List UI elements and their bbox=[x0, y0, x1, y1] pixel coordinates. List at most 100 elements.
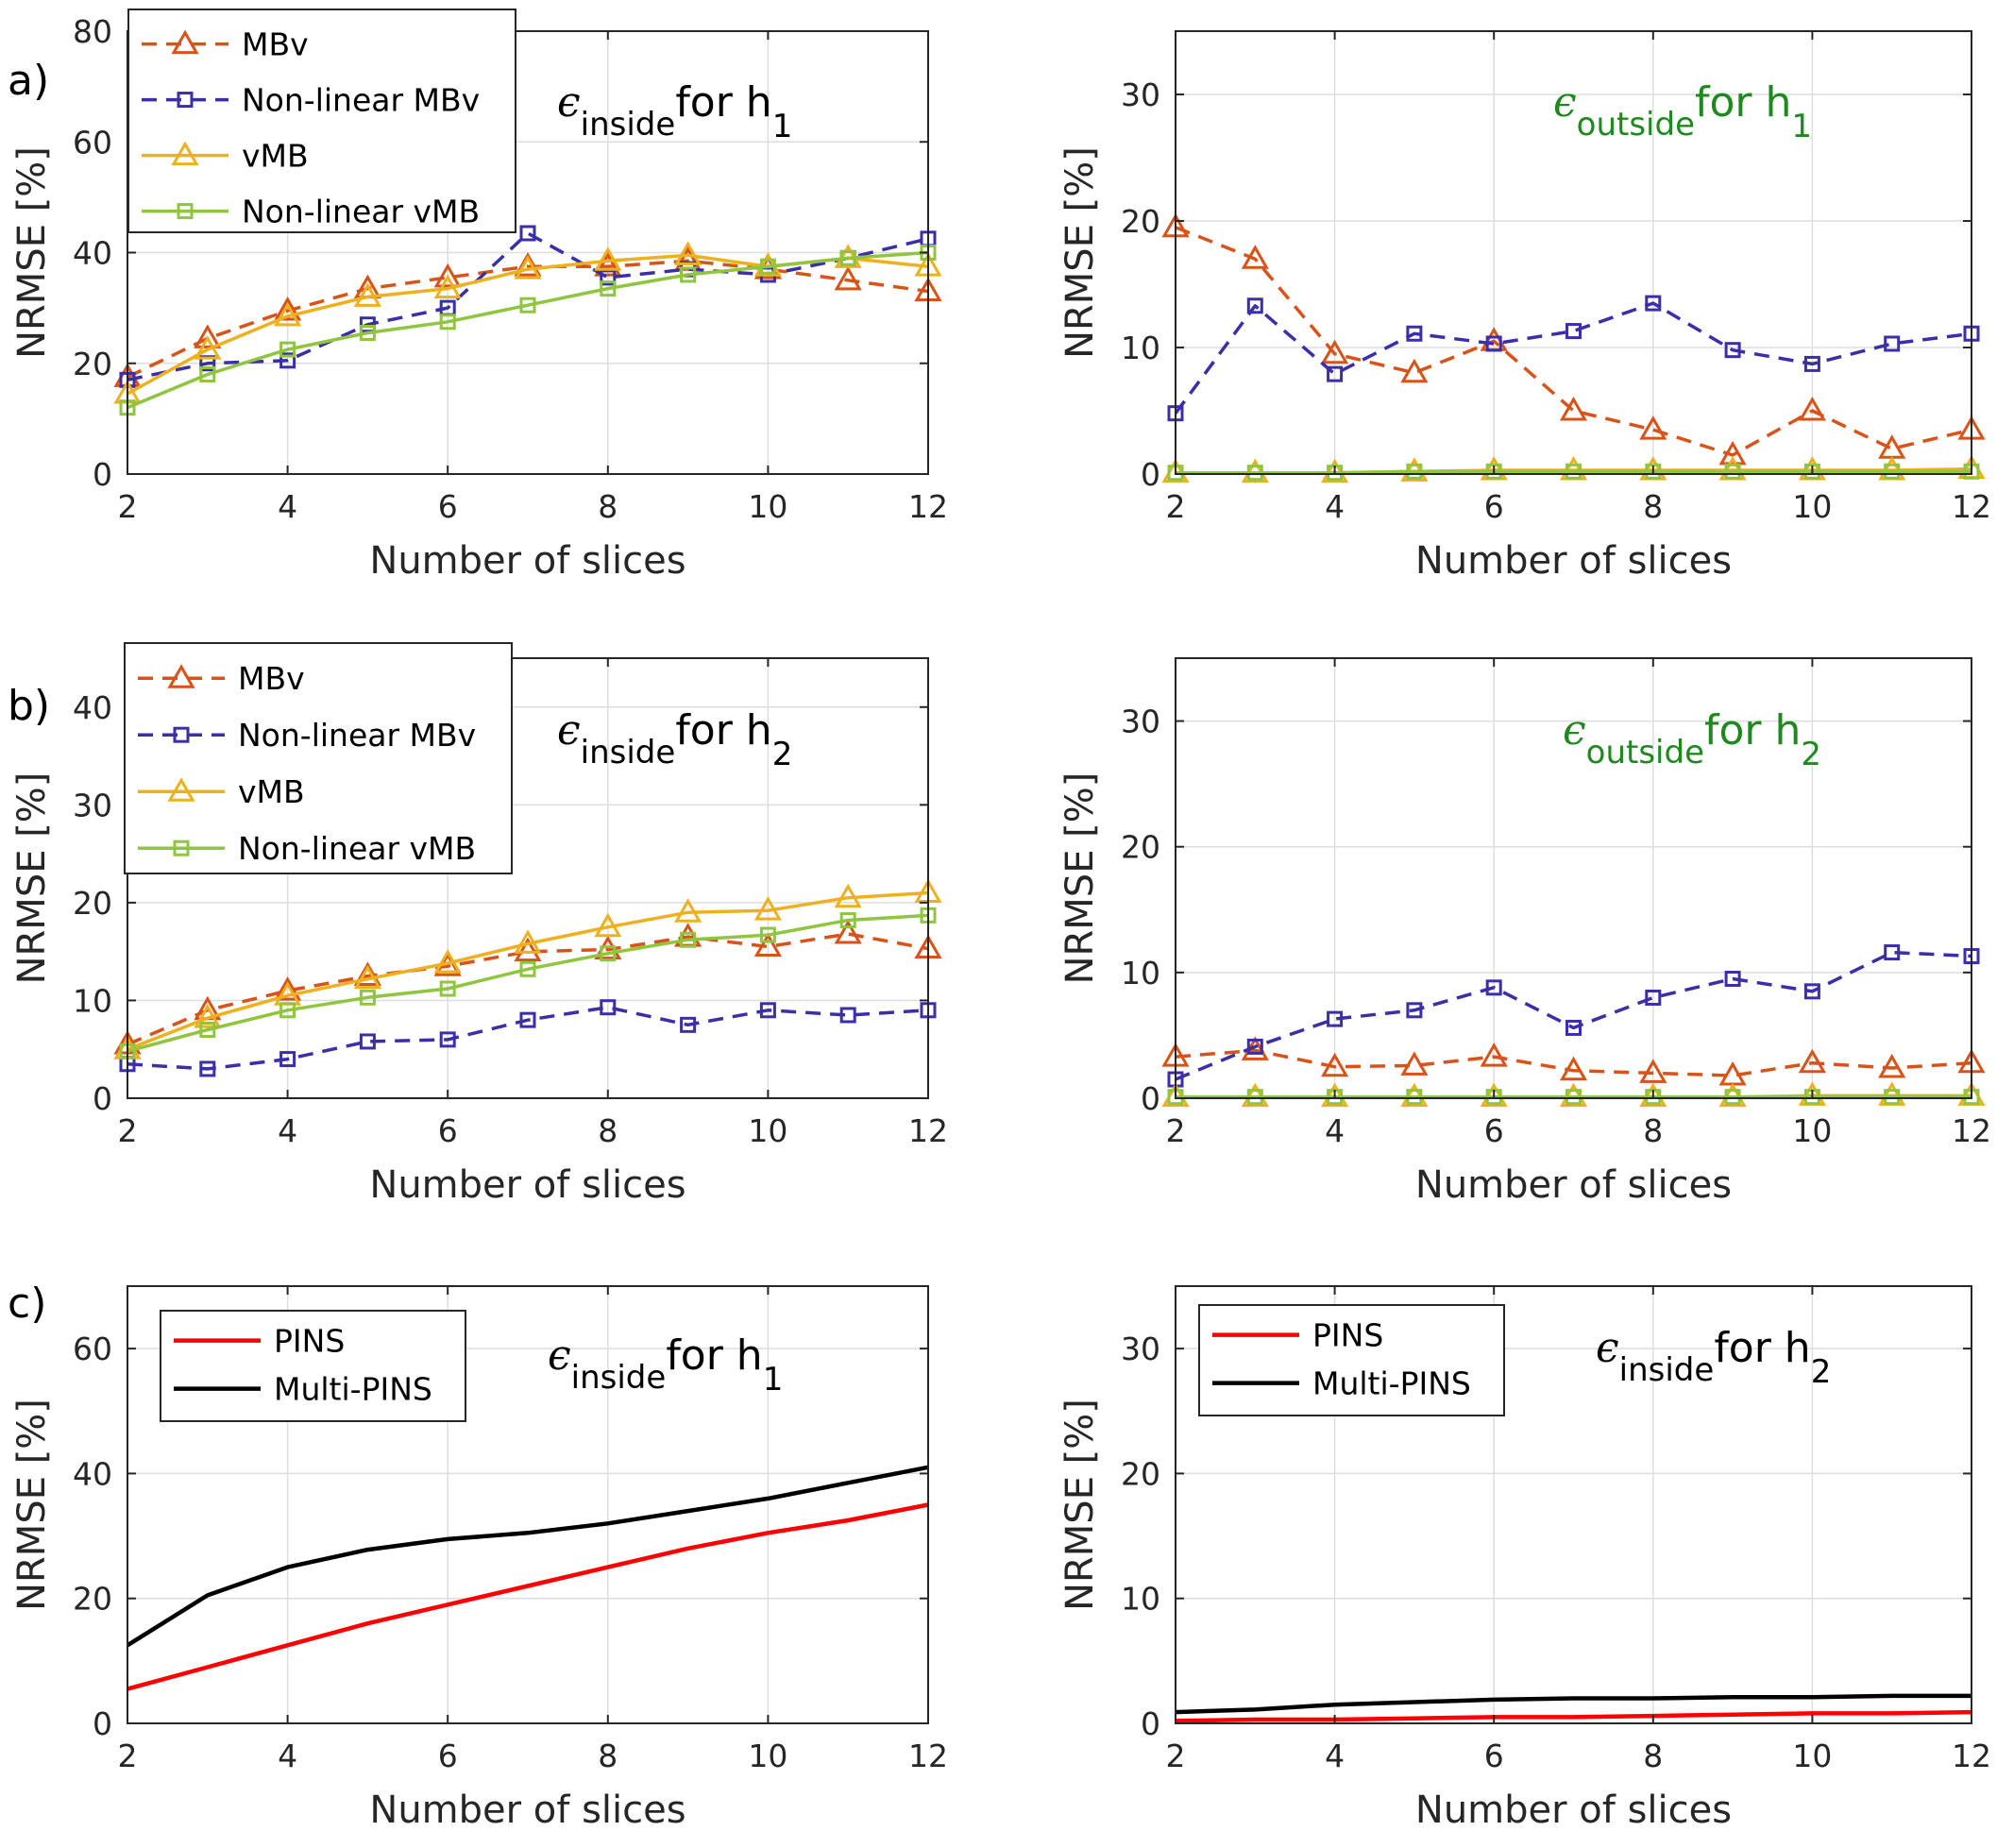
legend-label: vMB bbox=[242, 138, 309, 175]
data-point bbox=[834, 265, 862, 291]
data-point bbox=[834, 920, 862, 944]
legend-label: MBv bbox=[242, 26, 309, 63]
y-axis-label: NRMSE [%] bbox=[1058, 1399, 1102, 1611]
chart-panel-0: 2 4 6 8 10 12 0 20 40 60 80 Number of slices NRMSE [… bbox=[8, 8, 948, 583]
data-point bbox=[594, 252, 622, 277]
y-tick-label: 0 bbox=[93, 1080, 112, 1117]
data-point bbox=[753, 896, 782, 921]
y-tick-label: 0 bbox=[1141, 1705, 1160, 1742]
data-point bbox=[359, 316, 376, 333]
annotation-label: ϵinsidefor h2 bbox=[1596, 1324, 1831, 1391]
x-tick-label: 10 bbox=[748, 1738, 787, 1774]
data-point bbox=[1485, 979, 1502, 996]
data-point bbox=[194, 1004, 222, 1028]
x-tick-label: 12 bbox=[1952, 488, 1991, 525]
series-line bbox=[1176, 469, 1972, 475]
x-tick-label: 4 bbox=[1325, 488, 1345, 525]
legend-box bbox=[1198, 1304, 1505, 1416]
data-point bbox=[279, 352, 296, 369]
data-point bbox=[1406, 463, 1423, 480]
data-point bbox=[1724, 1089, 1741, 1106]
y-tick-label: 80 bbox=[73, 13, 112, 50]
x-tick-label: 6 bbox=[438, 1112, 458, 1149]
legend-marker bbox=[171, 29, 199, 55]
series-line bbox=[1175, 1709, 1972, 1723]
data-point bbox=[274, 976, 302, 1001]
data-point bbox=[1246, 1038, 1263, 1055]
legend-marker bbox=[167, 664, 195, 688]
y-tick-label: 30 bbox=[1121, 1331, 1160, 1367]
chart-panel-4: 2 4 6 8 10 12 0 20 40 60 Number of slices NRMSE [%]… bbox=[8, 1280, 948, 1832]
data-point bbox=[1803, 983, 1820, 1000]
series-line bbox=[1175, 1048, 1972, 1077]
legend-marker bbox=[173, 839, 190, 856]
legend: MBv Non-linear MBv vMB Non-linear vMB bbox=[124, 642, 513, 874]
data-point bbox=[839, 1007, 856, 1024]
data-point bbox=[199, 365, 216, 382]
series-line bbox=[127, 1502, 929, 1691]
legend-label: PINS bbox=[274, 1323, 345, 1360]
x-tick-label: 2 bbox=[1166, 488, 1186, 525]
data-point bbox=[433, 274, 462, 299]
data-point bbox=[514, 255, 542, 280]
axes-box bbox=[1175, 30, 1972, 475]
x-tick-label: 8 bbox=[1643, 1112, 1663, 1149]
legend: MBv Non-linear MBv vMB Non-linear vMB bbox=[127, 8, 516, 233]
series-line bbox=[127, 259, 929, 379]
data-point bbox=[1639, 1059, 1667, 1083]
data-point bbox=[519, 1011, 536, 1028]
y-tick-label: 40 bbox=[73, 235, 112, 272]
data-point bbox=[680, 931, 697, 948]
y-tick-label: 30 bbox=[73, 787, 112, 823]
annotation-label: ϵinsidefor h1 bbox=[548, 1331, 783, 1399]
series-line bbox=[1175, 1693, 1972, 1715]
legend-marker bbox=[177, 203, 194, 220]
x-tick-label: 10 bbox=[748, 1112, 787, 1149]
series-line bbox=[127, 913, 929, 1053]
x-tick-label: 12 bbox=[908, 1738, 948, 1774]
data-point bbox=[1645, 295, 1662, 312]
data-point bbox=[839, 249, 856, 266]
y-axis-label: NRMSE [%] bbox=[10, 1399, 54, 1611]
legend-label: Non-linear vMB bbox=[238, 830, 476, 867]
data-point bbox=[519, 960, 536, 977]
y-tick-label: 40 bbox=[73, 689, 112, 726]
panel-label: a) bbox=[8, 57, 49, 105]
x-tick-label: 4 bbox=[1325, 1738, 1345, 1774]
x-axis-label: Number of slices bbox=[369, 1163, 685, 1207]
x-tick-label: 12 bbox=[908, 488, 948, 525]
axes-box bbox=[127, 1285, 929, 1724]
data-point bbox=[1406, 325, 1423, 342]
data-point bbox=[1639, 415, 1667, 440]
series-line bbox=[126, 1465, 929, 1648]
legend-label: Non-linear vMB bbox=[242, 194, 480, 230]
data-point bbox=[1400, 358, 1429, 383]
data-point bbox=[1327, 365, 1344, 382]
series-line bbox=[127, 1005, 929, 1071]
legend-marker bbox=[167, 777, 195, 802]
annotation-label: ϵoutsidefor h1 bbox=[1553, 78, 1812, 145]
x-tick-label: 2 bbox=[118, 1112, 138, 1149]
data-point bbox=[439, 1031, 456, 1048]
legend: PINS Multi-PINS bbox=[160, 1310, 466, 1422]
x-tick-label: 8 bbox=[1643, 488, 1663, 525]
x-tick-label: 6 bbox=[1484, 1738, 1504, 1774]
x-tick-label: 8 bbox=[598, 488, 618, 525]
x-tick-label: 12 bbox=[1952, 1738, 1991, 1774]
data-point bbox=[674, 241, 702, 265]
data-point bbox=[674, 898, 702, 923]
data-point bbox=[433, 263, 462, 288]
series-pins bbox=[1175, 1709, 1972, 1723]
data-point bbox=[1559, 1056, 1588, 1081]
y-tick-label: 20 bbox=[73, 885, 112, 922]
x-tick-label: 8 bbox=[598, 1738, 618, 1774]
data-point bbox=[1565, 463, 1582, 480]
y-tick-label: 10 bbox=[1121, 330, 1160, 366]
data-point bbox=[194, 324, 222, 348]
series-non-linear-mbv bbox=[1167, 944, 1980, 1088]
x-tick-label: 10 bbox=[748, 488, 787, 525]
annotation-label: ϵinsidefor h2 bbox=[557, 706, 792, 773]
data-point bbox=[1246, 1089, 1263, 1106]
y-tick-label: 0 bbox=[1141, 456, 1160, 493]
data-point bbox=[1406, 1002, 1423, 1019]
